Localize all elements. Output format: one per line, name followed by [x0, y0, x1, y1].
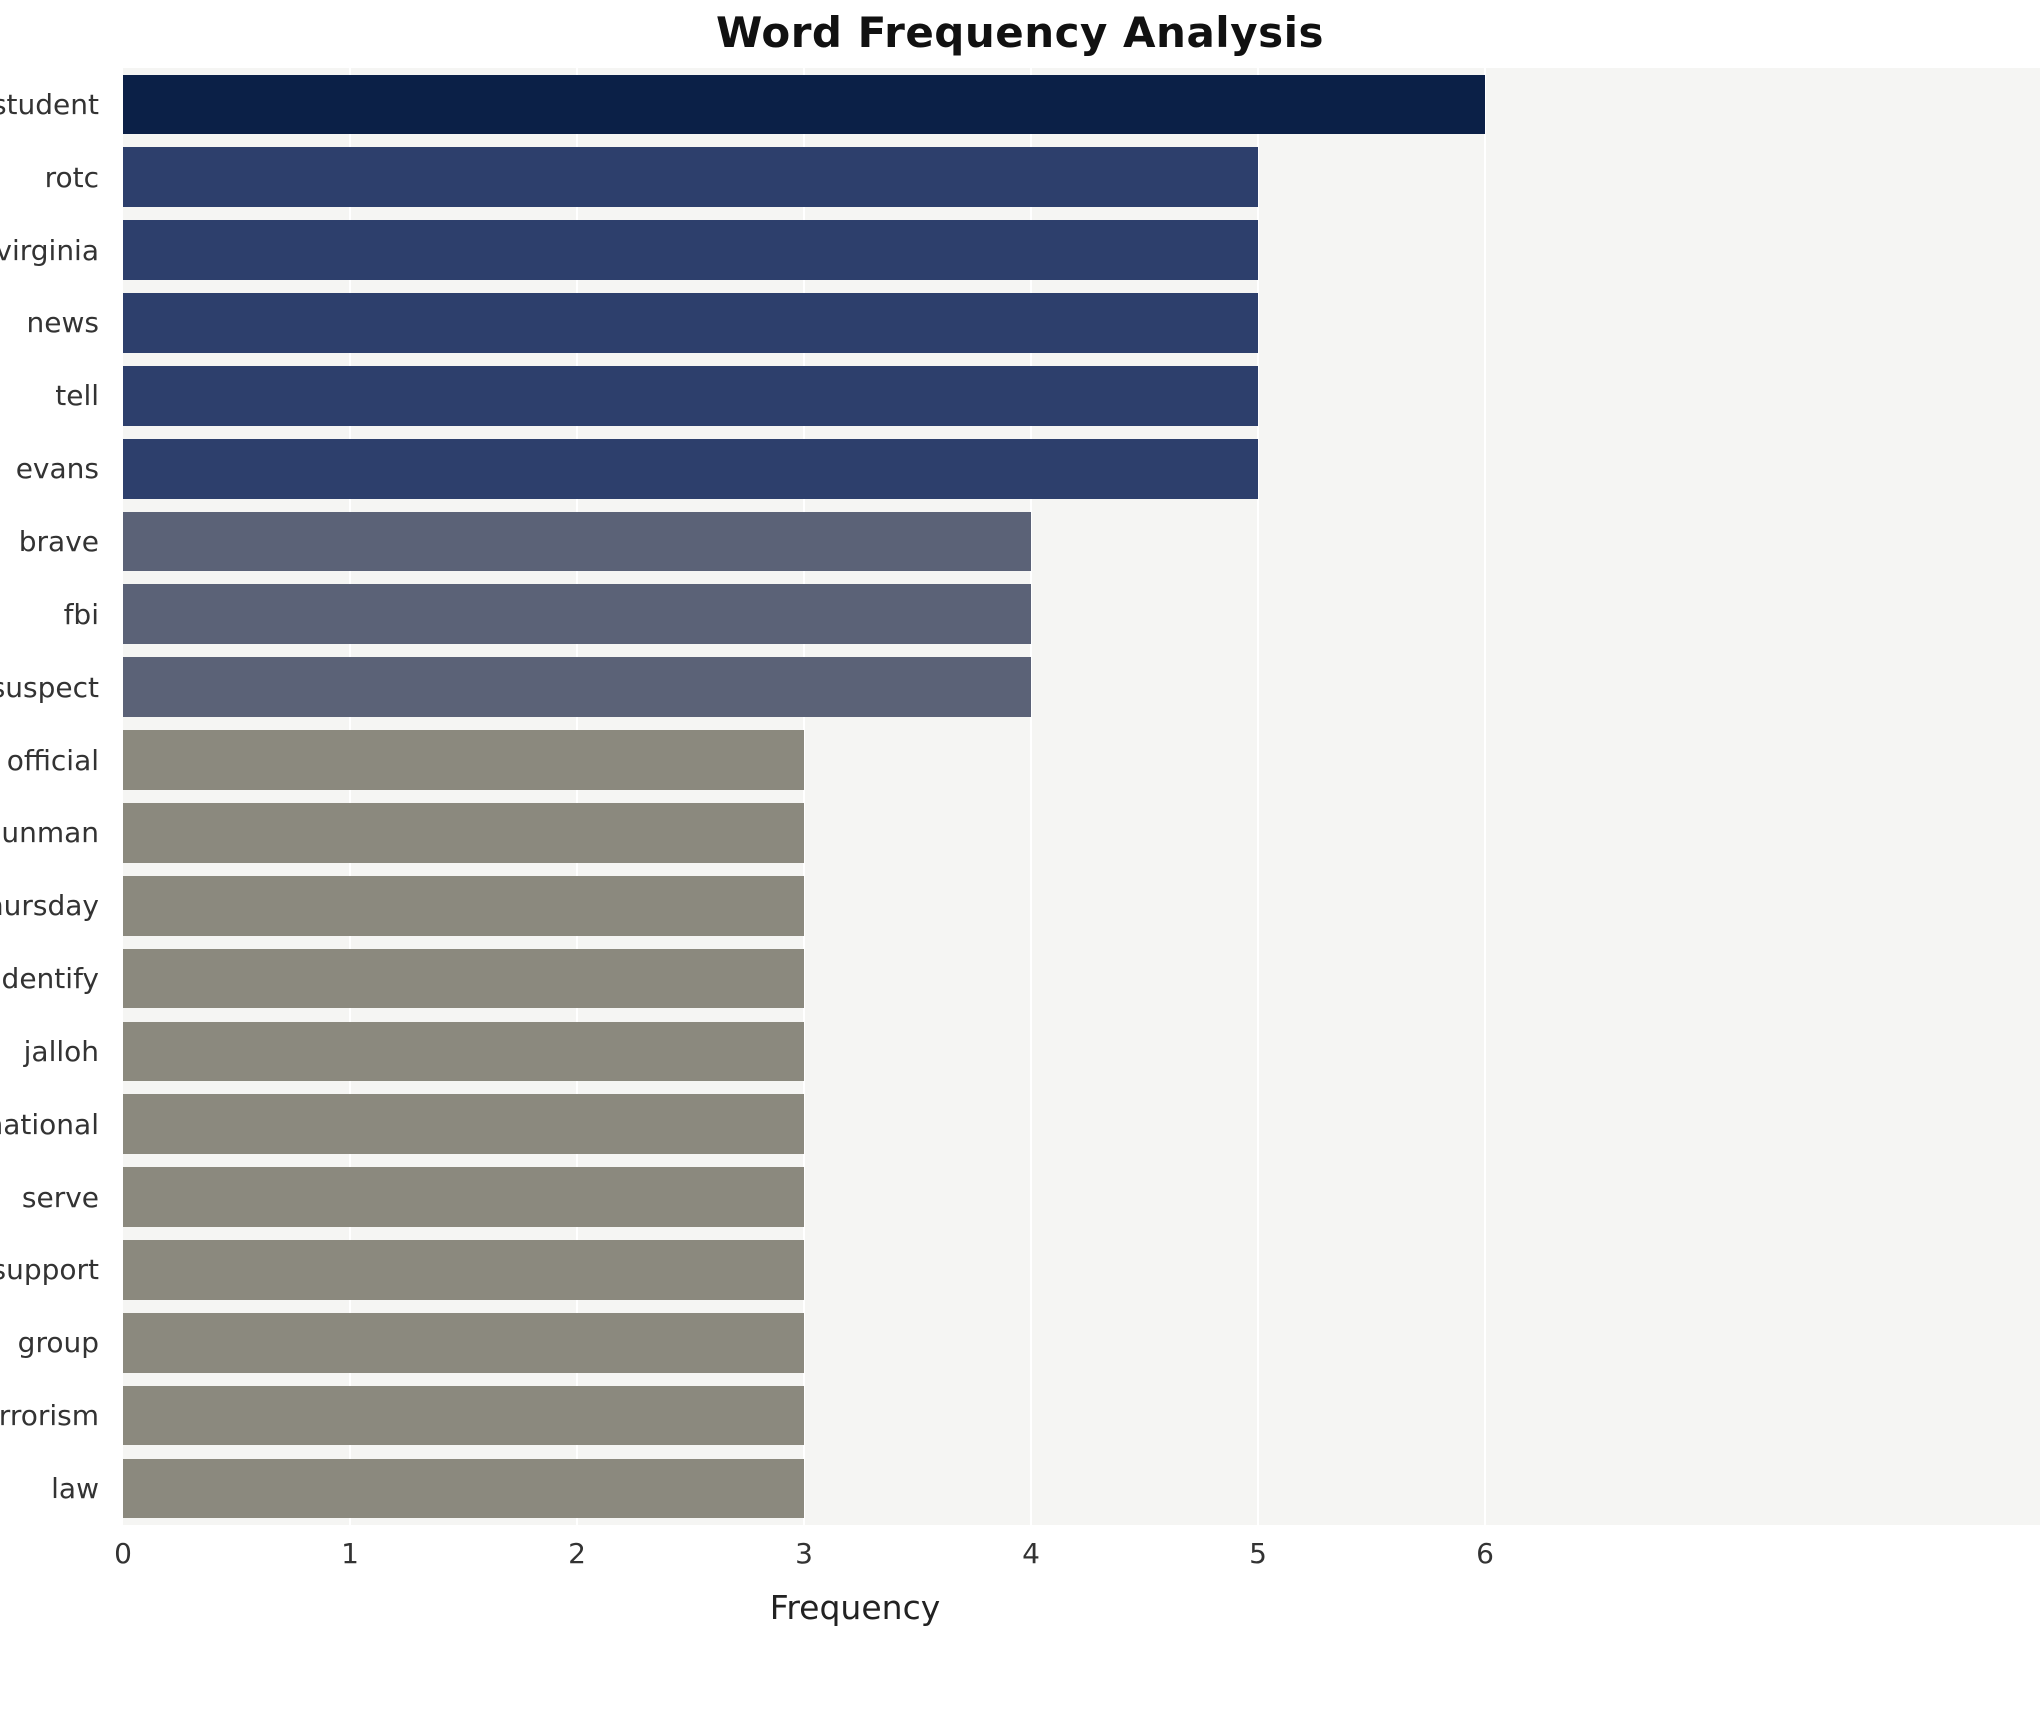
bar-gunman	[123, 803, 804, 863]
bar-fbi	[123, 584, 1031, 645]
y-axis-label-national: national	[0, 1107, 99, 1141]
bar-group	[123, 1312, 804, 1373]
bar-row	[123, 942, 2040, 1015]
chart-body: student rotc virginia news tell evans brave fbi…	[0, 68, 2040, 1525]
x-tick-label-1: 1	[341, 1537, 359, 1570]
bar-row	[123, 1161, 2040, 1234]
x-tick-label-4: 4	[1022, 1537, 1040, 1570]
gridline	[1029, 68, 1032, 1525]
x-tick-label-2: 2	[568, 1537, 586, 1570]
bar-rotc	[123, 147, 1258, 208]
bar-support	[123, 1240, 804, 1300]
bar-row	[123, 1306, 2040, 1379]
y-axis-labels: student rotc virginia news tell evans brave fbi…	[0, 68, 111, 1525]
bar-terrorism	[123, 1385, 804, 1446]
bar-row	[123, 432, 2040, 505]
y-axis-label-virginia: virginia	[0, 233, 99, 267]
bar-row	[123, 287, 2040, 360]
gridline	[802, 68, 805, 1525]
y-axis-label-group: group	[17, 1326, 99, 1360]
x-axis-ticks: 0 1 2 3 4 5 6	[114, 1537, 2040, 1581]
bar-virginia	[123, 220, 1258, 280]
bar-serve	[123, 1167, 804, 1227]
gridline	[1483, 68, 1486, 1525]
bar-row	[123, 359, 2040, 432]
x-tick-label-5: 5	[1249, 1537, 1267, 1570]
gridline	[575, 68, 578, 1525]
bar-row	[123, 578, 2040, 651]
y-axis-label-identify: identify	[0, 962, 99, 996]
y-axis-label-official: official	[6, 743, 99, 777]
bar-official	[123, 730, 804, 790]
x-tick-label-3: 3	[795, 1537, 813, 1570]
bar-row	[123, 651, 2040, 724]
bar-row	[123, 1379, 2040, 1452]
bar-tell	[123, 365, 1258, 426]
bar-jalloh	[123, 1021, 804, 1082]
bars-container	[123, 68, 2040, 1525]
x-tick-label-0: 0	[114, 1537, 132, 1570]
y-axis-label-rotc: rotc	[44, 160, 99, 194]
bar-row	[123, 141, 2040, 214]
bar-row	[123, 1234, 2040, 1307]
y-axis-label-tell: tell	[55, 379, 99, 413]
bar-row	[123, 1452, 2040, 1525]
bar-row	[123, 796, 2040, 869]
gridline	[348, 68, 351, 1525]
y-axis-label-law: law	[51, 1471, 99, 1505]
gridlines	[123, 68, 2040, 1525]
y-axis-label-fbi: fbi	[63, 597, 99, 631]
y-axis-label-serve: serve	[21, 1180, 99, 1214]
bar-national	[123, 1094, 804, 1155]
y-axis-label-student: student	[0, 87, 99, 121]
bar-row	[123, 1015, 2040, 1088]
x-tick-label-6: 6	[1476, 1537, 1494, 1570]
bar-suspect	[123, 657, 1031, 718]
y-axis-label-jalloh: jalloh	[23, 1034, 99, 1068]
bar-row	[123, 724, 2040, 797]
y-axis-label-gunman: gunman	[0, 816, 99, 850]
bar-row	[123, 869, 2040, 942]
bar-brave	[123, 511, 1031, 572]
y-axis-label-news: news	[26, 306, 99, 340]
bar-row	[123, 1088, 2040, 1161]
bar-row	[123, 68, 2040, 141]
y-axis-label-suspect: suspect	[0, 670, 99, 704]
x-axis-title: Frequency	[769, 1588, 941, 1627]
y-axis-label-thursday: thursday	[0, 889, 99, 923]
bar-evans	[123, 438, 1258, 499]
y-axis-label-terrorism: terrorism	[0, 1399, 99, 1433]
gridline	[1256, 68, 1259, 1525]
bar-row	[123, 505, 2040, 578]
bar-law	[123, 1458, 804, 1519]
y-axis-label-support: support	[0, 1253, 99, 1287]
y-axis-label-evans: evans	[15, 452, 99, 486]
bar-student	[123, 74, 1485, 135]
plot-area	[123, 68, 2040, 1525]
bar-identify	[123, 948, 804, 1009]
bar-thursday	[123, 875, 804, 936]
chart-title: Word Frequency Analysis	[716, 8, 1324, 57]
bar-news	[123, 293, 1258, 353]
y-axis-label-brave: brave	[18, 524, 99, 558]
bar-row	[123, 214, 2040, 287]
